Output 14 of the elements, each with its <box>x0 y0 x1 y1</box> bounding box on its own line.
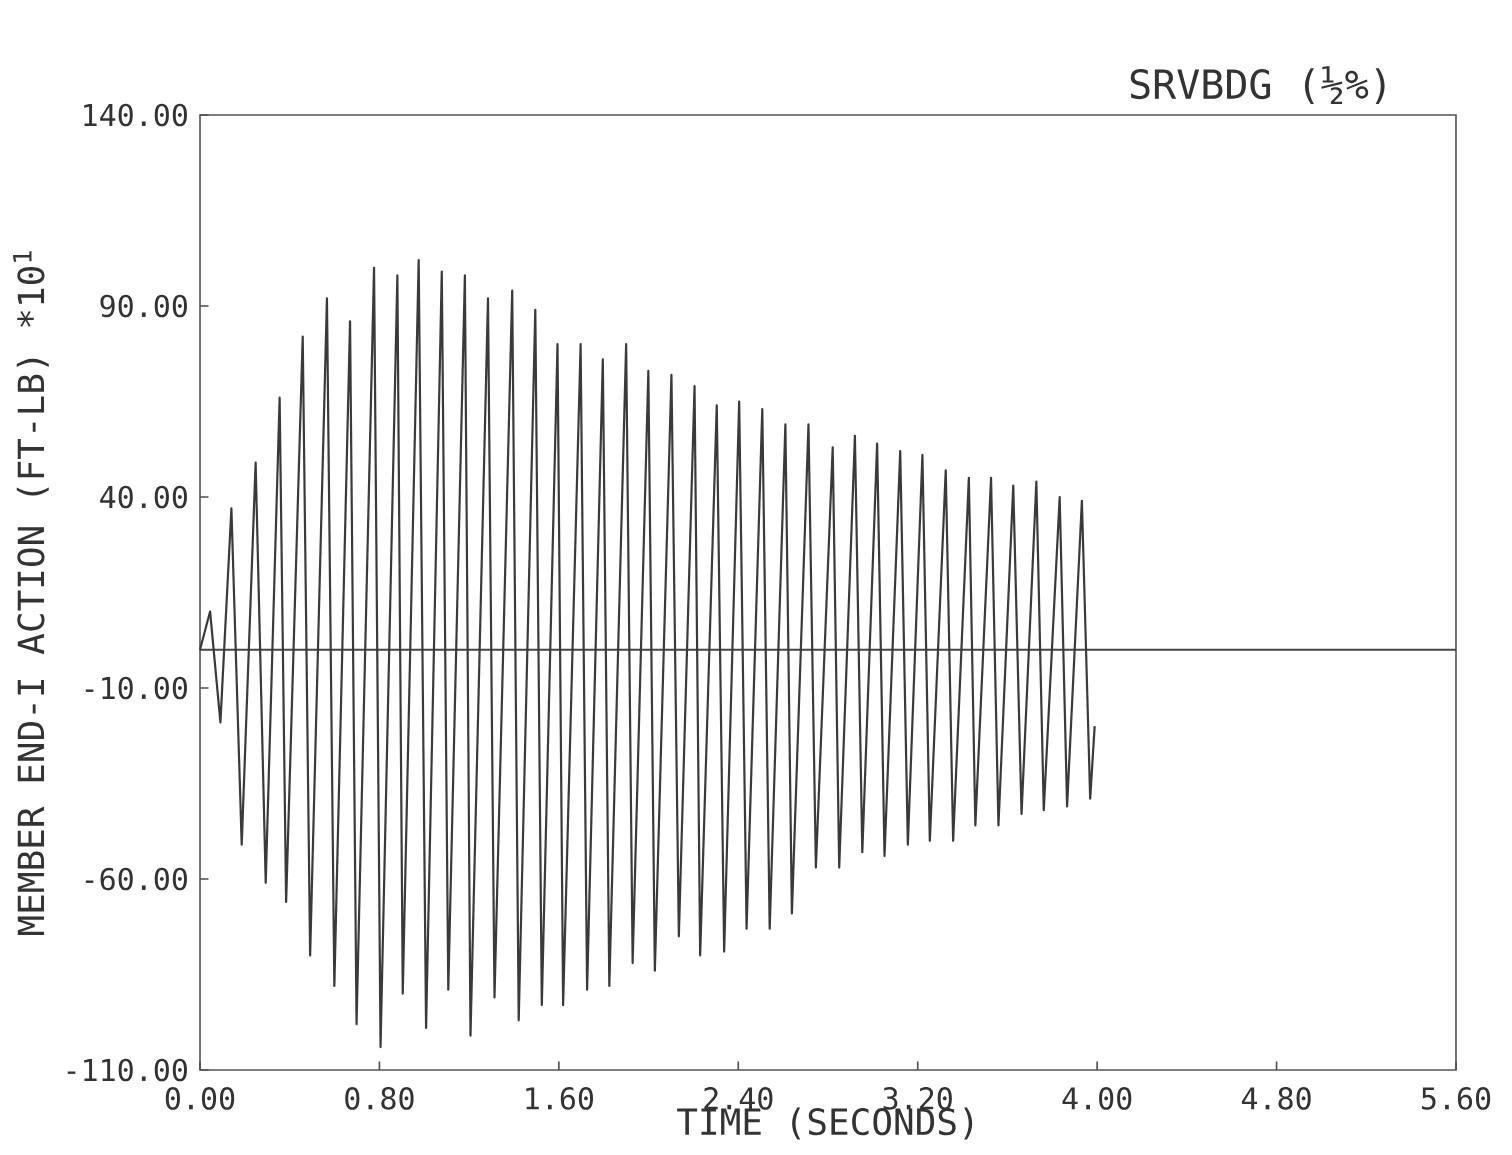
text: SRVBDG (½%) <box>1130 66 1385 104</box>
x-tick-label: 4.00 <box>1062 1087 1132 1110</box>
y-tick-label: -110.00 <box>67 1058 187 1082</box>
y-tick-label: 140.00 <box>84 103 187 127</box>
x-tick-label: 4.80 <box>1241 1087 1311 1110</box>
x-tick-label: 1.60 <box>526 1087 593 1110</box>
y-tick-label: -10.00 <box>85 676 187 700</box>
y-tick-label: 90.00 <box>100 294 187 318</box>
y-tick-label: 40.00 <box>100 485 187 509</box>
y-axis-title: MEMBER END-I ACTION (FT-LB) *10$^{1}$ <box>13 251 49 936</box>
x-tick-label: 5.60 <box>1421 1087 1491 1110</box>
y-tick-label: -60.00 <box>85 867 187 891</box>
x-tick-label: 0.80 <box>345 1087 414 1110</box>
x-tick-label: 0.00 <box>165 1087 235 1110</box>
